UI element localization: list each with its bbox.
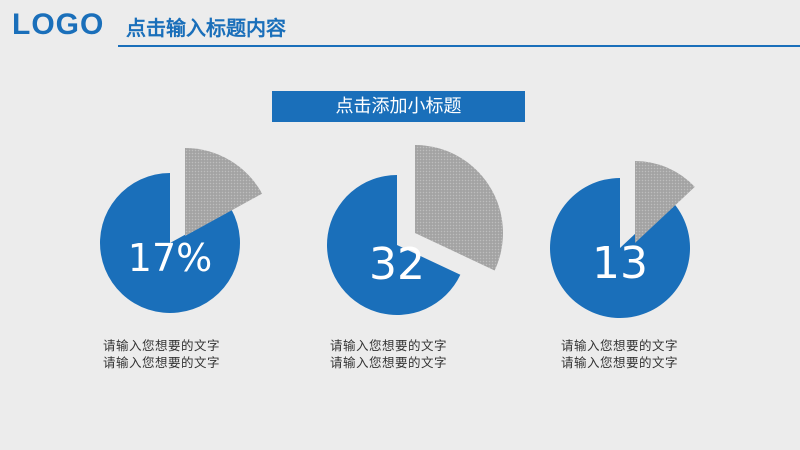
pie-chart-2: 32 — [326, 145, 503, 315]
logo: LOGO — [12, 8, 105, 41]
pie-1-value-slice — [185, 148, 263, 236]
caption-3-line-2: 请输入您想要的文字 — [561, 355, 679, 370]
pie-3-main-slice — [550, 178, 691, 319]
pie-2-value-slice — [415, 145, 503, 271]
pie-2-value-label: 32 — [369, 239, 425, 290]
header-divider — [118, 45, 800, 47]
header: LOGO 点击输入标题内容 — [0, 0, 800, 50]
pie-1-main-slice — [99, 172, 240, 314]
caption-3[interactable]: 请输入您想要的文字 请输入您想要的文字 — [561, 337, 761, 371]
pie-1-value-label: 17% — [128, 236, 212, 280]
caption-2[interactable]: 请输入您想要的文字 请输入您想要的文字 — [330, 337, 530, 371]
subtitle-banner[interactable]: 点击添加小标题 — [272, 91, 525, 122]
pie-chart-1: 17% — [99, 148, 263, 314]
pie-3-value-slice — [635, 161, 695, 243]
caption-1[interactable]: 请输入您想要的文字 请输入您想要的文字 — [103, 337, 303, 371]
caption-2-line-2: 请输入您想要的文字 — [330, 355, 448, 370]
caption-1-line-1: 请输入您想要的文字 — [103, 338, 221, 353]
caption-1-line-2: 请输入您想要的文字 — [103, 355, 221, 370]
caption-2-line-1: 请输入您想要的文字 — [330, 338, 448, 353]
caption-3-line-1: 请输入您想要的文字 — [561, 338, 679, 353]
pie-chart-3: 13 — [550, 161, 695, 319]
pie-2-main-slice — [326, 175, 461, 315]
page-title[interactable]: 点击输入标题内容 — [126, 16, 286, 40]
pie-3-value-label: 13 — [592, 238, 648, 289]
